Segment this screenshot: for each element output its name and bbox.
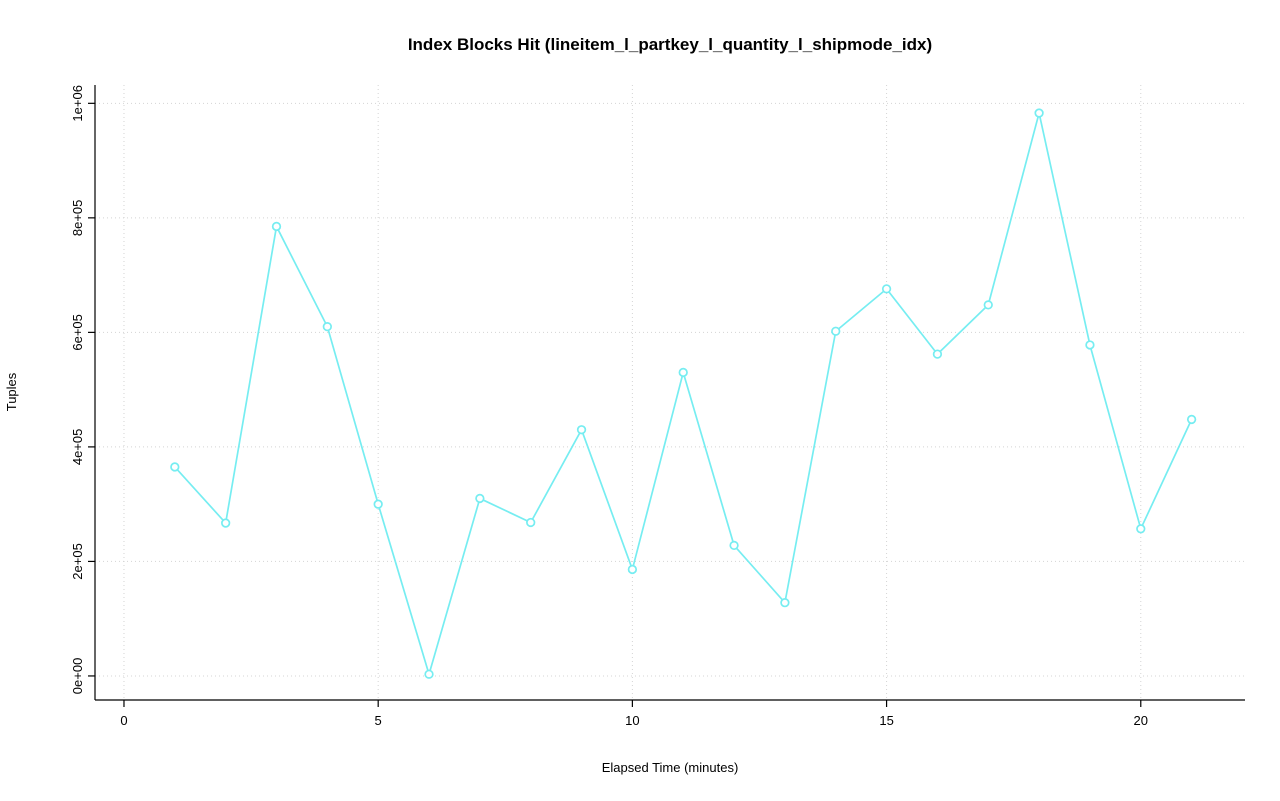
data-point xyxy=(475,493,485,504)
data-point xyxy=(271,221,282,232)
data-point xyxy=(932,349,943,359)
x-axis-label: Elapsed Time (minutes) xyxy=(602,760,739,775)
x-tick-label: 0 xyxy=(120,713,127,728)
chart-title: Index Blocks Hit (lineitem_l_partkey_l_q… xyxy=(408,35,932,54)
y-tick-label: 6e+05 xyxy=(70,314,85,351)
data-point xyxy=(780,598,790,608)
data-point xyxy=(576,425,587,435)
y-axis-label: Tuples xyxy=(4,372,19,411)
data-point xyxy=(729,540,739,551)
data-point xyxy=(221,518,231,528)
data-point xyxy=(322,321,332,332)
y-tick-label: 2e+05 xyxy=(70,543,85,580)
series-line xyxy=(173,112,1193,676)
data-point xyxy=(831,326,841,336)
y-tick-label: 8e+05 xyxy=(70,200,85,237)
data-point xyxy=(627,564,638,575)
data-point xyxy=(1085,340,1095,350)
data-point xyxy=(170,462,180,472)
x-tick-label: 5 xyxy=(375,713,382,728)
data-point xyxy=(526,517,536,528)
y-tick-label: 0e+00 xyxy=(70,658,85,695)
data-point xyxy=(881,284,892,294)
y-tick-label: 1e+06 xyxy=(70,85,85,122)
y-tick-label: 4e+05 xyxy=(70,429,85,466)
plot-area: 0 5 10 15 20 0e+00 2e+05 4e+05 6e+05 8e+05 1e+06 xyxy=(70,85,1245,728)
data-point xyxy=(373,499,383,509)
data-point xyxy=(983,300,993,310)
x-tick-label: 15 xyxy=(879,713,893,728)
x-tick-label: 10 xyxy=(625,713,639,728)
data-point xyxy=(1034,108,1044,118)
data-point xyxy=(678,367,688,378)
data-point xyxy=(1186,414,1197,425)
x-tick-label: 20 xyxy=(1134,713,1148,728)
data-point xyxy=(424,669,434,679)
data-point xyxy=(1136,524,1146,534)
